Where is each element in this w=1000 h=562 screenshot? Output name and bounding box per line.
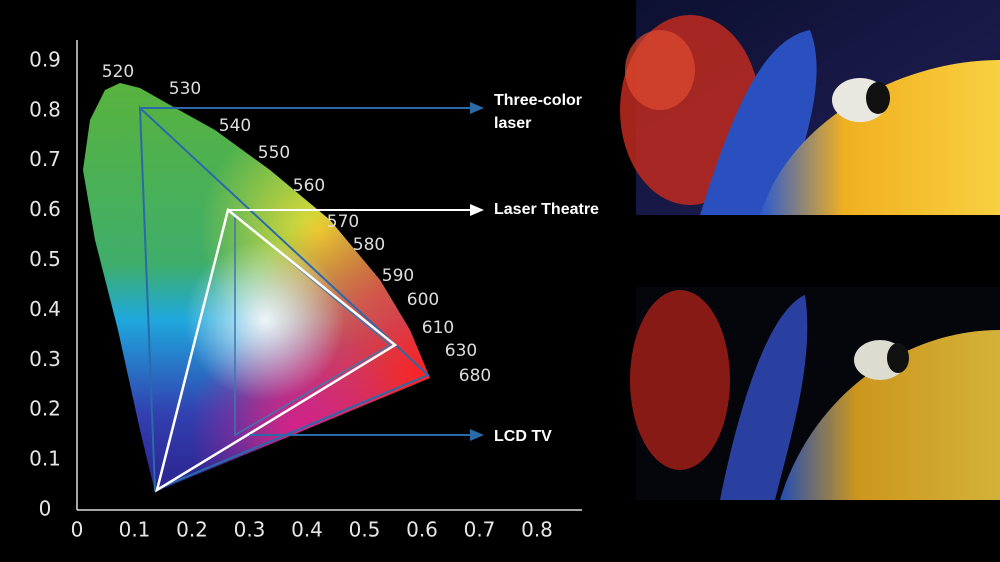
wavelength-label: 530 xyxy=(169,79,201,99)
laser-theatre-gamut xyxy=(155,207,398,493)
callout-label: LCD TV xyxy=(494,428,552,445)
y-tick-label: 0.3 xyxy=(29,347,61,371)
x-tick-label: 0.3 xyxy=(234,518,266,542)
image-top xyxy=(620,0,1000,215)
wavelength-label: 540 xyxy=(219,116,251,136)
y-tick-label: 0 xyxy=(39,497,52,521)
wavelength-label: 550 xyxy=(258,143,290,163)
wavelength-label: 680 xyxy=(459,366,491,386)
wavelength-label: 520 xyxy=(102,62,134,82)
x-tick-label: 0.4 xyxy=(291,518,323,542)
callout-label: Laser Theatre xyxy=(494,201,599,218)
x-tick-label: 0.7 xyxy=(464,518,496,542)
image-bottom xyxy=(630,287,1000,500)
gamuts xyxy=(138,105,430,493)
wavelength-label: 600 xyxy=(407,290,439,310)
x-tick-label: 0.1 xyxy=(119,518,151,542)
wavelength-label: 630 xyxy=(445,341,477,361)
y-tick-label: 0.5 xyxy=(29,247,61,271)
x-tick-label: 0.6 xyxy=(406,518,438,542)
y-tick-label: 0.6 xyxy=(29,197,61,221)
y-tick-label: 0.4 xyxy=(29,297,61,321)
y-tick-label: 0.1 xyxy=(29,447,61,471)
three-color-gamut xyxy=(138,105,430,492)
wavelength-label: 570 xyxy=(327,212,359,232)
callout-label: laser xyxy=(494,115,531,132)
y-tick-label: 0.9 xyxy=(29,47,61,71)
y-tick-label: 0.7 xyxy=(29,147,61,171)
callout-arrows xyxy=(140,102,484,441)
y-tick-label: 0.8 xyxy=(29,97,61,121)
callout-label: Three-color xyxy=(494,92,582,109)
x-tick-label: 0.5 xyxy=(349,518,381,542)
x-tick-label: 0.2 xyxy=(176,518,208,542)
wavelength-label: 610 xyxy=(422,318,454,338)
lcd-gamut xyxy=(234,213,392,437)
wavelength-label: 590 xyxy=(382,266,414,286)
wavelength-label: 580 xyxy=(353,235,385,255)
y-tick-label: 0.2 xyxy=(29,397,61,421)
x-tick-label: 0 xyxy=(71,518,84,542)
x-tick-label: 0.8 xyxy=(521,518,553,542)
wavelength-label: 560 xyxy=(293,176,325,196)
